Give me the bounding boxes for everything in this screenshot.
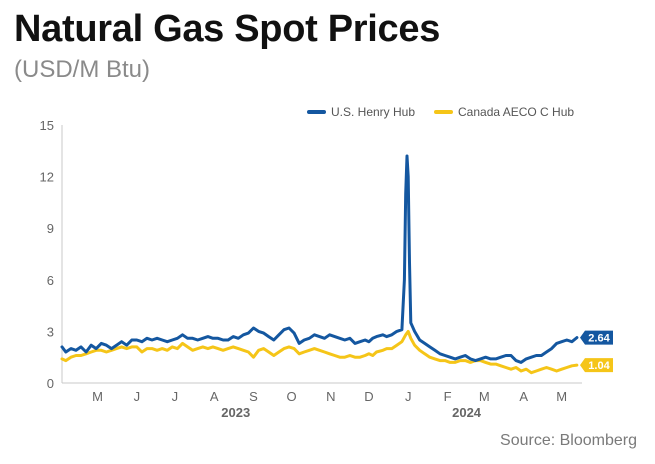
legend-label-aeco: Canada AECO C Hub	[458, 105, 574, 119]
legend-item-henry-hub: U.S. Henry Hub	[307, 105, 415, 119]
x-tick-label: J	[172, 389, 179, 404]
y-tick-label: 15	[40, 118, 54, 133]
y-tick-label: 3	[47, 324, 54, 339]
chart-legend: U.S. Henry Hub Canada AECO C Hub	[307, 105, 574, 119]
x-tick-label: J	[134, 389, 141, 404]
x-tick-label: F	[444, 389, 452, 404]
y-tick-label: 6	[47, 273, 54, 288]
y-tick-label: 9	[47, 221, 54, 236]
series-line-aeco	[60, 329, 579, 375]
end-label-henry-hub: 2.64	[580, 330, 613, 345]
end-label-value: 2.64	[588, 333, 610, 345]
series-layer	[60, 154, 579, 375]
x-tick-label: J	[405, 389, 412, 404]
y-tick-label: 0	[47, 376, 54, 391]
end-labels: 2.64 1.04	[580, 330, 613, 373]
chart-subtitle: (USD/M Btu)	[14, 56, 151, 83]
source-note: Source: Bloomberg	[500, 432, 637, 449]
x-tick-label: M	[479, 389, 490, 404]
x-tick-label: N	[326, 389, 335, 404]
series-line-henry-hub	[60, 154, 579, 364]
y-tick-label: 12	[40, 170, 54, 185]
x-tick-label: M	[92, 389, 103, 404]
x-axis: M J J A S O N D J F M A M 2023 2024	[62, 382, 582, 420]
x-year-label: 2024	[452, 405, 482, 420]
chart-title: Natural Gas Spot Prices	[14, 8, 441, 50]
end-label-box	[580, 330, 613, 345]
x-tick-label: M	[556, 389, 567, 404]
end-label-box	[580, 358, 613, 373]
x-tick-label: D	[364, 389, 373, 404]
end-label-aeco: 1.04	[580, 358, 613, 373]
x-tick-label: A	[210, 389, 219, 404]
x-year-label: 2023	[221, 405, 250, 420]
legend-label-henry-hub: U.S. Henry Hub	[331, 105, 415, 119]
end-label-value: 1.04	[588, 360, 610, 372]
legend-item-aeco: Canada AECO C Hub	[434, 105, 574, 119]
x-tick-label: O	[286, 389, 296, 404]
x-tick-label: S	[249, 389, 258, 404]
x-tick-label: A	[519, 389, 528, 404]
y-axis: 0 3 6 9 12 15	[40, 118, 63, 391]
